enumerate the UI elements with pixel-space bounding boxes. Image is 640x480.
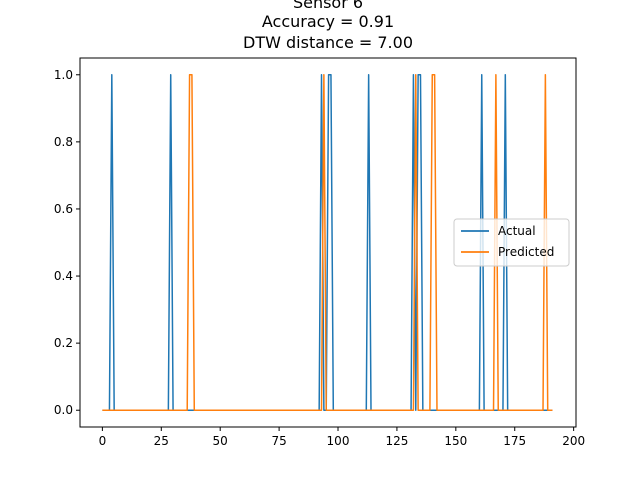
chart-title: Sensor 6 Accuracy = 0.91 DTW distance = … [243, 0, 413, 52]
y-tick-label-3: 0.6 [54, 202, 73, 216]
y-tick-label-5: 1.0 [54, 68, 73, 82]
axes-frame [79, 57, 577, 428]
y-tick-label-2: 0.4 [54, 269, 73, 283]
x-tick-label-75: 75 [271, 434, 286, 448]
x-tick-label-0: 0 [99, 434, 107, 448]
y-tick-label-1: 0.2 [54, 336, 73, 350]
x-tick-label-25: 25 [154, 434, 169, 448]
plot-series [102, 74, 553, 411]
x-tick-label-125: 125 [385, 434, 408, 448]
x-tick-label-150: 150 [444, 434, 467, 448]
title-line-3: DTW distance = 7.00 [243, 33, 413, 52]
title-line-2: Accuracy = 0.91 [262, 12, 394, 31]
y-tick-label-0: 0.0 [54, 403, 73, 417]
title-line-1: Sensor 6 [293, 0, 363, 12]
series-line-predicted [102, 74, 553, 411]
x-tick-label-200: 200 [562, 434, 585, 448]
x-tick-label-175: 175 [503, 434, 526, 448]
y-axis: 0.0 0.2 0.4 0.6 0.8 1.0 [54, 68, 80, 417]
x-axis: 0 25 50 75 100 125 150 175 200 [99, 427, 585, 448]
legend-label-predicted: Predicted [498, 245, 554, 259]
x-tick-label-100: 100 [327, 434, 350, 448]
legend-label-actual: Actual [498, 224, 536, 238]
legend: Actual Predicted [453, 218, 570, 267]
y-tick-label-4: 0.8 [54, 135, 73, 149]
x-tick-label-50: 50 [213, 434, 228, 448]
